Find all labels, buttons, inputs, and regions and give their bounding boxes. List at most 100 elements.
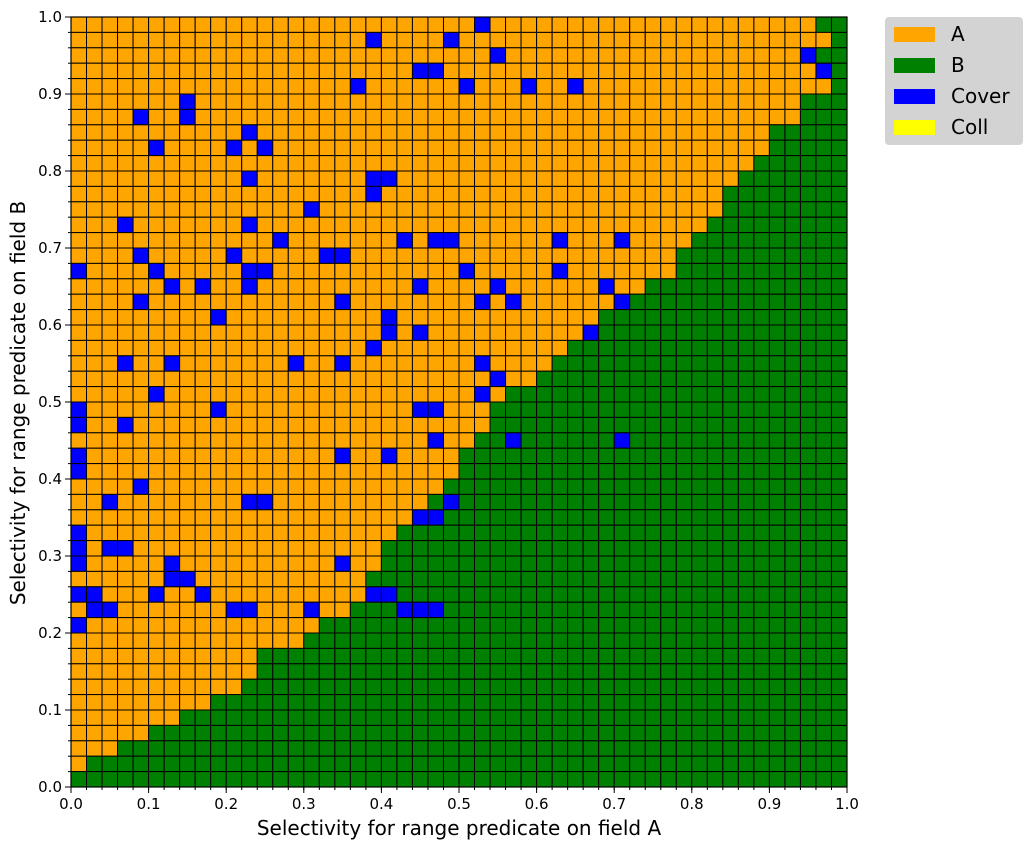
heatmap-cell: [551, 339, 569, 357]
heatmap-cell: [101, 16, 119, 33]
heatmap-cell: [380, 216, 398, 234]
heatmap-cell: [722, 724, 739, 742]
heatmap-cell: [753, 155, 770, 172]
heatmap-cell: [163, 62, 181, 80]
heatmap-cell: [489, 601, 507, 619]
heatmap-cell: [427, 155, 444, 172]
heatmap-cell: [287, 586, 305, 603]
heatmap-cell: [334, 586, 351, 603]
heatmap-cell: [86, 463, 103, 480]
heatmap-cell: [365, 155, 382, 172]
heatmap-cell: [675, 601, 693, 619]
heatmap-cell: [474, 62, 491, 80]
heatmap-cell: [799, 124, 817, 141]
heatmap-cell: [148, 570, 165, 588]
heatmap-cell: [722, 555, 739, 572]
heatmap-cell: [272, 478, 289, 495]
heatmap-cell: [318, 262, 336, 280]
heatmap-cell: [70, 570, 88, 588]
heatmap-cell: [303, 78, 320, 95]
heatmap-cell: [210, 93, 227, 110]
heatmap-cell: [489, 678, 507, 696]
heatmap-cell: [675, 678, 693, 696]
heatmap-cell: [722, 709, 739, 726]
heatmap-cell: [318, 324, 336, 341]
heatmap-cell: [148, 755, 165, 773]
heatmap-cell: [582, 124, 600, 141]
heatmap-cell: [505, 617, 522, 634]
heatmap-cell: [520, 617, 538, 634]
heatmap-cell: [380, 478, 398, 495]
heatmap-cell: [691, 16, 708, 33]
heatmap-cell: [411, 524, 429, 542]
heatmap-cell: [799, 339, 817, 357]
heatmap-cell: [194, 216, 212, 234]
heatmap-cell: [598, 570, 615, 588]
heatmap-cell: [737, 755, 755, 773]
heatmap-cell: [272, 694, 289, 711]
heatmap-cell: [737, 493, 755, 511]
heatmap-cell: [148, 232, 165, 249]
heatmap-cell: [799, 694, 817, 711]
heatmap-cell: [365, 601, 382, 619]
heatmap-cell: [830, 108, 848, 126]
heatmap-cell: [629, 278, 646, 295]
heatmap-cell: [365, 570, 382, 588]
heatmap-cell: [287, 540, 305, 557]
heatmap-cell: [132, 555, 150, 572]
heatmap-cell: [691, 555, 708, 572]
heatmap-cell: [768, 139, 786, 157]
heatmap-cell: [411, 108, 429, 126]
heatmap-cell: [737, 524, 755, 542]
heatmap-cell: [815, 416, 832, 434]
heatmap-cell: [272, 463, 289, 480]
heatmap-cell: [799, 617, 817, 634]
heatmap-cell: [520, 278, 538, 295]
heatmap-cell: [799, 139, 817, 157]
heatmap-cell: [567, 463, 584, 480]
heatmap-cell: [489, 309, 507, 326]
heatmap-cell: [722, 632, 739, 649]
heatmap-cell: [396, 78, 413, 95]
heatmap-cell: [241, 93, 258, 110]
x-tick-label: 0.9: [757, 795, 781, 813]
heatmap-cell: [148, 601, 165, 619]
heatmap-cell: [784, 678, 801, 696]
heatmap-cell: [598, 232, 615, 249]
heatmap-cell: [86, 201, 103, 218]
heatmap-cell: [349, 401, 367, 418]
heatmap-cell: [163, 216, 181, 234]
heatmap-cell: [411, 62, 429, 80]
heatmap-cell: [520, 339, 538, 357]
heatmap-cell: [784, 216, 801, 234]
heatmap-cell: [101, 416, 119, 434]
y-tick-label: 0.5: [38, 393, 62, 411]
heatmap-cell: [179, 108, 196, 126]
heatmap-cell: [474, 601, 491, 619]
heatmap-cell: [691, 124, 708, 141]
heatmap-cell: [691, 139, 708, 157]
heatmap-cell: [660, 647, 677, 665]
heatmap-cell: [629, 570, 646, 588]
heatmap-cell: [753, 678, 770, 696]
heatmap-cell: [179, 617, 196, 634]
heatmap-cell: [365, 493, 382, 511]
heatmap-cell: [551, 463, 569, 480]
heatmap-cell: [194, 647, 212, 665]
heatmap-cell: [784, 16, 801, 33]
heatmap-cell: [132, 78, 150, 95]
heatmap-cell: [505, 740, 522, 757]
heatmap-cell: [272, 139, 289, 157]
heatmap-cell: [117, 740, 134, 757]
heatmap-cell: [256, 647, 274, 665]
heatmap-cell: [598, 78, 615, 95]
heatmap-cell: [830, 755, 848, 773]
heatmap-cell: [815, 570, 832, 588]
heatmap-cell: [753, 617, 770, 634]
heatmap-cell: [70, 124, 88, 141]
heatmap-cell: [70, 401, 88, 418]
heatmap-cell: [505, 262, 522, 280]
heatmap-cell: [70, 647, 88, 665]
heatmap-cell: [442, 493, 460, 511]
heatmap-cell: [117, 155, 134, 172]
